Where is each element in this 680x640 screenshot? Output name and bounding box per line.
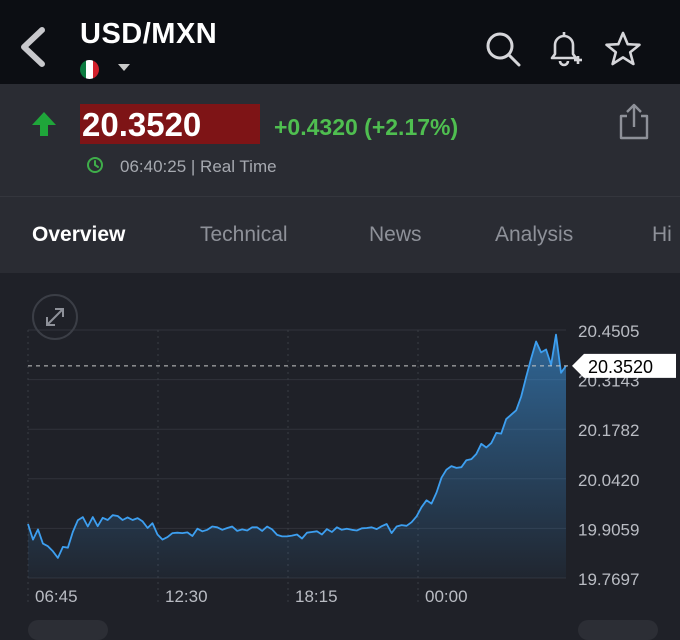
x-tick-label: 18:15 (295, 587, 338, 606)
clock-icon (87, 157, 103, 173)
add-alert-bell-icon[interactable] (545, 30, 583, 68)
share-icon[interactable] (616, 102, 652, 142)
x-tick-label: 06:45 (35, 587, 78, 606)
last-price-tag (572, 353, 676, 378)
tab-bar: Overview Technical News Analysis Hi (0, 196, 680, 273)
y-tick-label: 20.1782 (578, 421, 639, 440)
y-tick-label: 20.0420 (578, 471, 639, 490)
y-tick-label: 20.4505 (578, 322, 639, 341)
expand-chart-button[interactable] (32, 294, 78, 340)
bottom-control-left[interactable] (28, 620, 108, 640)
tab-analysis[interactable]: Analysis (495, 223, 574, 246)
up-arrow-icon (32, 112, 56, 136)
expand-icon (46, 308, 64, 326)
price-series-line (27, 333, 567, 559)
dropdown-caret-icon[interactable] (118, 64, 130, 71)
tab-overview[interactable]: Overview (32, 223, 126, 246)
quote-time: 06:40:25 | Real Time (120, 157, 277, 176)
header-bar: USD/MXN (0, 0, 680, 84)
x-tick-label: 12:30 (165, 587, 208, 606)
last-price: 20.3520 (80, 104, 260, 144)
back-chevron-icon[interactable] (14, 22, 54, 72)
price-change: +0.4320 (+2.17%) (274, 114, 459, 140)
tab-history[interactable]: Hi (652, 223, 672, 246)
bottom-control-right[interactable] (578, 620, 658, 640)
star-icon[interactable] (604, 30, 642, 68)
tab-news[interactable]: News (369, 223, 422, 246)
x-tick-label: 00:00 (425, 587, 468, 606)
search-icon[interactable] (484, 30, 522, 68)
mexico-flag-icon (80, 60, 99, 79)
tab-technical[interactable]: Technical (200, 223, 288, 246)
active-tab-indicator (74, 264, 92, 273)
price-area-fill (28, 334, 566, 578)
y-tick-label: 19.9059 (578, 520, 639, 539)
pair-title: USD/MXN (80, 18, 218, 50)
y-tick-label: 19.7697 (578, 570, 639, 589)
last-price-label: 20.3520 (588, 357, 653, 377)
